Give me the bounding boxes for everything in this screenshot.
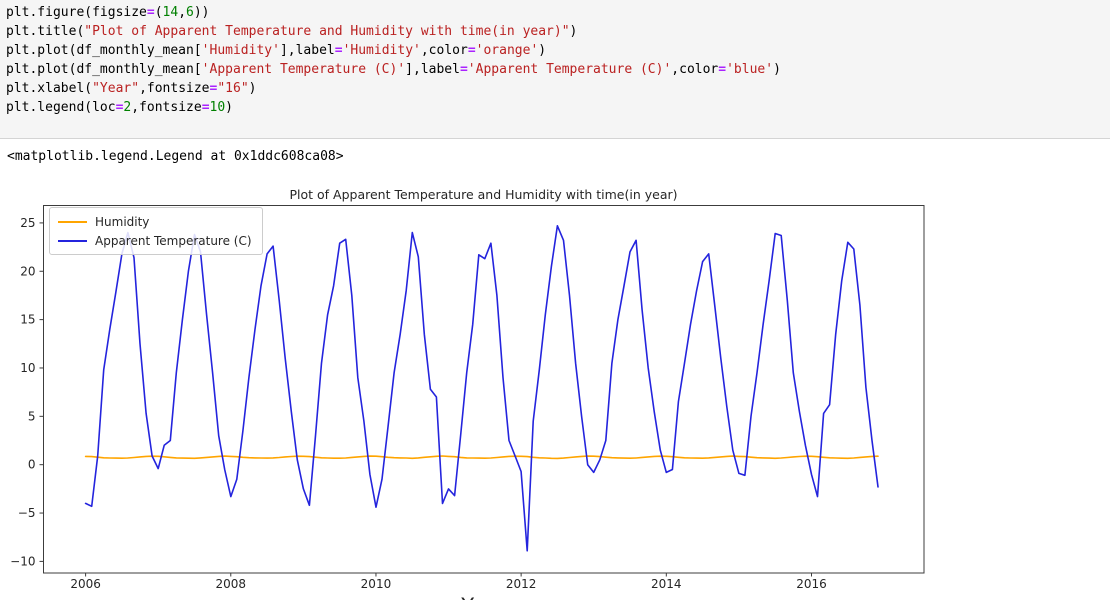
- y-tick-label: 10: [20, 361, 35, 375]
- code-line: plt.title("Plot of Apparent Temperature …: [6, 24, 578, 39]
- y-tick-label: 20: [20, 264, 35, 278]
- figure-output: 2006 2008 2010 2012 2014 2016 −10 −5 0 5 10 15 20 25 …: [0, 170, 1110, 600]
- y-tick-label: −10: [10, 554, 35, 568]
- x-axis-label: Year: [43, 594, 924, 600]
- y-tick-label: 0: [28, 458, 36, 472]
- legend-label: Humidity: [95, 214, 150, 229]
- x-tick-label: 2014: [651, 577, 682, 591]
- y-tick-label: 15: [20, 313, 35, 327]
- x-tick-label: 2010: [361, 577, 392, 591]
- x-tick-label: 2008: [216, 577, 247, 591]
- legend-entry: Humidity: [58, 212, 252, 231]
- code-line: plt.figure(figsize=(14,6)): [6, 5, 210, 20]
- chart-legend: Humidity Apparent Temperature (C): [49, 207, 263, 255]
- x-tick-label: 2006: [70, 577, 101, 591]
- code-cell[interactable]: plt.figure(figsize=(14,6)) plt.title("Plo…: [0, 0, 1110, 139]
- code-line: plt.plot(df_monthly_mean['Humidity'],lab…: [6, 43, 547, 58]
- code-line: plt.legend(loc=2,fontsize=10): [6, 100, 233, 115]
- y-tick-label: 25: [20, 216, 35, 230]
- legend-entry: Apparent Temperature (C): [58, 231, 252, 250]
- series-line-apparent: [84, 224, 879, 552]
- x-tick-label: 2012: [506, 577, 537, 591]
- legend-repr-text: <matplotlib.legend.Legend at 0x1ddc608ca…: [7, 149, 344, 164]
- legend-line-swatch: [58, 239, 87, 242]
- axes-frame: [43, 205, 925, 574]
- series-line-humidity: [84, 455, 879, 460]
- execution-result: <matplotlib.legend.Legend at 0x1ddc608ca…: [7, 148, 1107, 165]
- chart-title: Plot of Apparent Temperature and Humidit…: [289, 187, 678, 202]
- code-line: plt.plot(df_monthly_mean['Apparent Tempe…: [6, 62, 781, 77]
- y-tick-label: 5: [28, 409, 36, 423]
- legend-line-swatch: [58, 220, 87, 223]
- y-tick-label: −5: [18, 506, 36, 520]
- plot-canvas: 2006 2008 2010 2012 2014 2016 −10 −5 0 5 10 15 20 25: [10, 205, 925, 591]
- legend-label: Apparent Temperature (C): [95, 233, 252, 248]
- x-tick-label: 2016: [796, 577, 827, 591]
- code-line: plt.xlabel("Year",fontsize="16"): [6, 81, 257, 96]
